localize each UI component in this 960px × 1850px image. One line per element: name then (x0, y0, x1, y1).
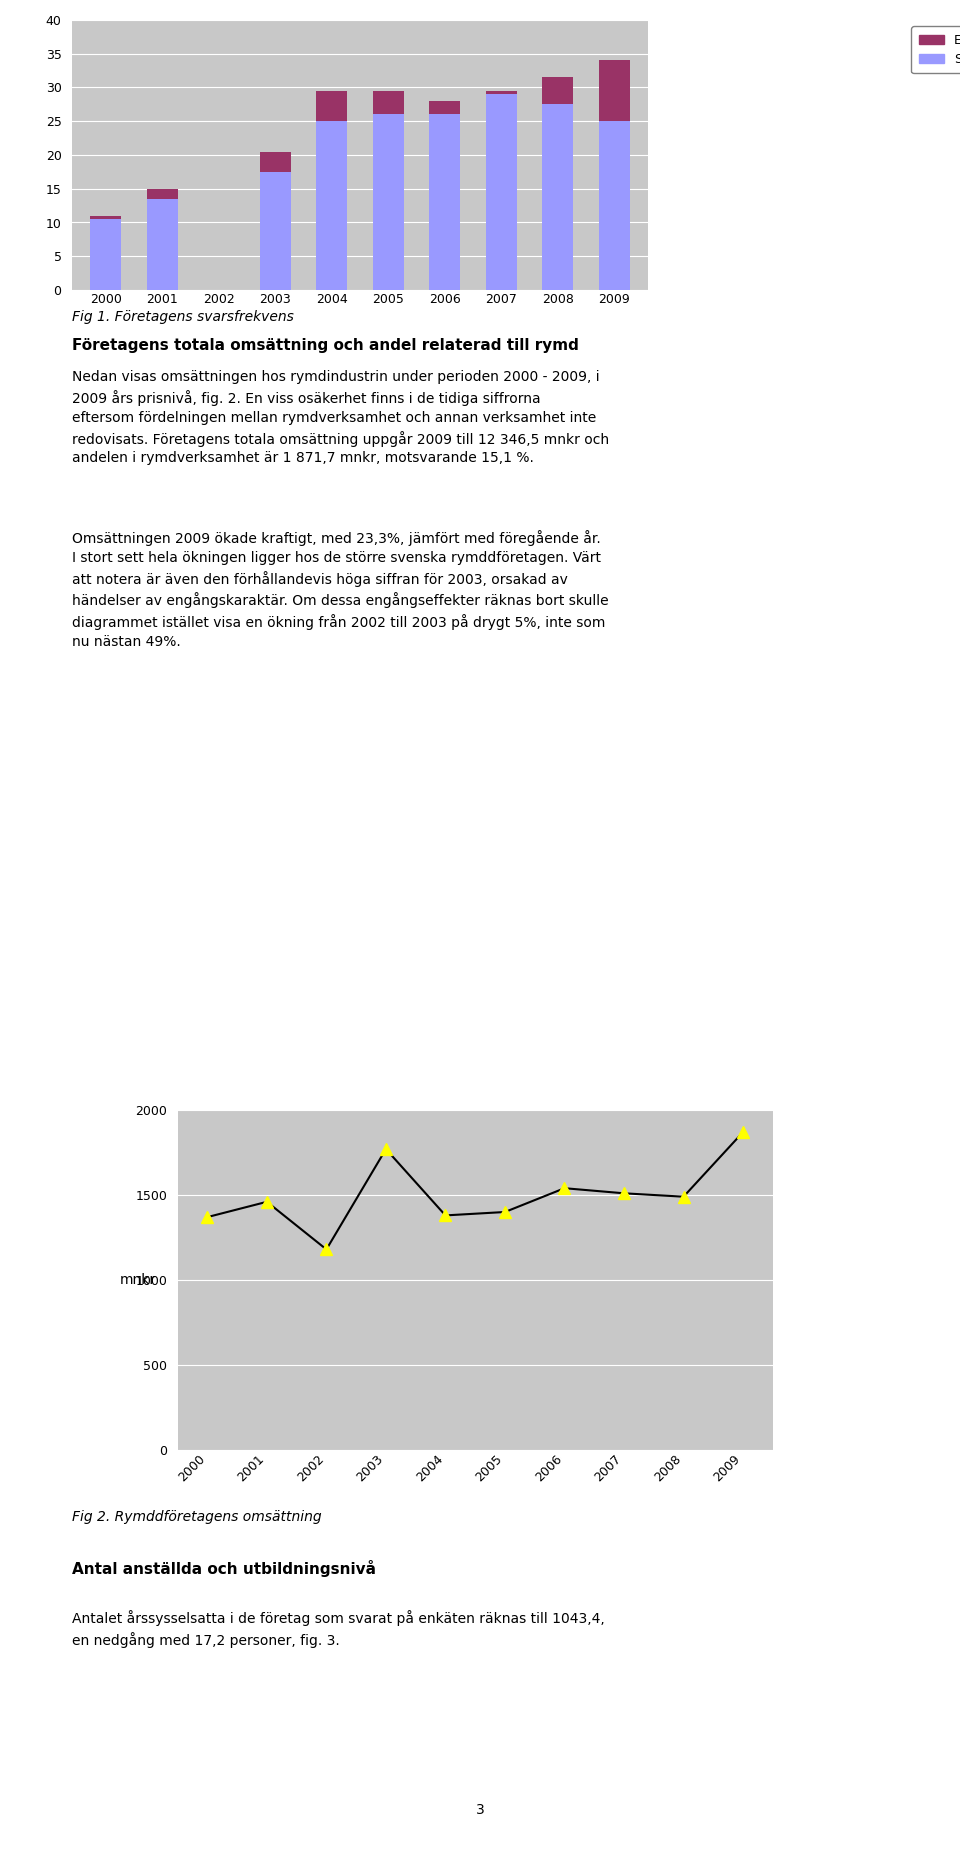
Text: Nedan visas omsättningen hos rymdindustrin under perioden 2000 - 2009, i
2009 år: Nedan visas omsättningen hos rymdindustr… (72, 370, 610, 466)
Bar (429, 115, 460, 290)
Bar (147, 200, 178, 290)
Bar (542, 104, 573, 290)
Bar (260, 152, 291, 172)
Text: Företagens totala omsättning och andel relaterad till rymd: Företagens totala omsättning och andel r… (72, 339, 579, 353)
Text: 3: 3 (475, 1802, 485, 1817)
Text: Fig 1. Företagens svarsfrekvens: Fig 1. Företagens svarsfrekvens (72, 311, 294, 324)
Bar (316, 91, 348, 122)
Bar (90, 218, 121, 290)
Bar (260, 172, 291, 290)
Bar (372, 115, 404, 290)
Bar (90, 216, 121, 218)
Bar (599, 61, 630, 122)
Text: Fig 2. Rymddföretagens omsättning: Fig 2. Rymddföretagens omsättning (72, 1510, 322, 1524)
Bar (542, 78, 573, 104)
Legend: Ej svarat, Svarat: Ej svarat, Svarat (911, 26, 960, 74)
Bar (486, 94, 516, 290)
Bar (372, 91, 404, 115)
Text: Antal anställda och utbildningsnivå: Antal anställda och utbildningsnivå (72, 1560, 376, 1576)
Bar (147, 189, 178, 200)
Text: mnkr: mnkr (120, 1273, 156, 1288)
Text: Antalet årssysselsatta i de företag som svarat på enkäten räknas till 1043,4,
en: Antalet årssysselsatta i de företag som … (72, 1610, 605, 1648)
Bar (486, 91, 516, 94)
Bar (429, 102, 460, 115)
Bar (316, 122, 348, 290)
Bar (599, 122, 630, 290)
Text: Omsättningen 2009 ökade kraftigt, med 23,3%, jämfört med föregående år.
I stort : Omsättningen 2009 ökade kraftigt, med 23… (72, 529, 609, 649)
